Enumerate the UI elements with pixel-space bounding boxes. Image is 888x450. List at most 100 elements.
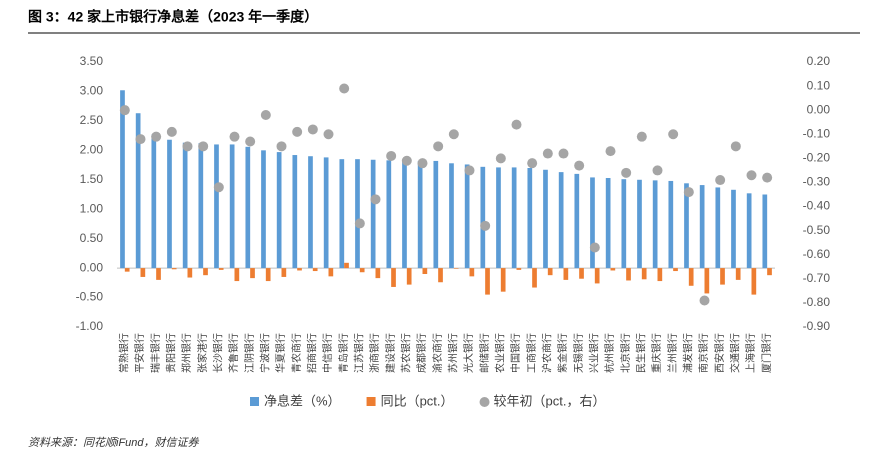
dot [527, 158, 538, 169]
dot [762, 172, 773, 183]
bar [532, 268, 537, 288]
x-tick-label: 常熟银行 [117, 333, 130, 373]
bar [355, 159, 360, 269]
bar [496, 167, 501, 269]
x-tick-label: 成都银行 [415, 333, 428, 373]
bar [140, 268, 146, 277]
bar [610, 268, 616, 271]
bar [453, 268, 459, 269]
legend-label: 同比（pct.） [381, 393, 454, 408]
y2-tick-label: -0.50 [803, 223, 831, 237]
bar [151, 134, 157, 269]
x-tick-label: 中信银行 [321, 333, 334, 373]
x-tick-label: 紫金银行 [556, 333, 569, 373]
dot [636, 131, 647, 142]
bar [265, 268, 271, 282]
bar [762, 194, 768, 269]
bar [135, 113, 141, 269]
y-tick-label: 3.00 [80, 84, 104, 98]
dot [417, 158, 428, 169]
bar [292, 155, 298, 269]
y2-tick-label: -0.20 [803, 151, 831, 165]
x-tick-label: 杭州银行 [603, 333, 616, 373]
y2-tick-label: -0.80 [803, 295, 831, 309]
bar [234, 268, 240, 282]
chart-title: 图 3：42 家上市银行净息差（2023 年一季度） [28, 9, 318, 25]
y-tick-label: 3.50 [80, 54, 104, 68]
dot [292, 126, 303, 137]
x-tick-label: 邮储银行 [478, 333, 491, 373]
y-tick-label: -1.00 [76, 319, 104, 333]
dot [433, 141, 444, 152]
x-tick-label: 兰州银行 [666, 333, 679, 373]
bar [391, 268, 396, 287]
bar [605, 178, 611, 269]
dot [480, 220, 491, 231]
y-tick-label: 0.50 [80, 231, 104, 245]
bar [449, 163, 454, 269]
bar [386, 160, 392, 269]
x-tick-label: 齐鲁银行 [227, 333, 240, 373]
dot [213, 182, 224, 193]
bar [339, 159, 345, 269]
y-tick-label: 1.00 [80, 201, 104, 215]
bar [229, 144, 235, 269]
x-tick-label: 苏州银行 [446, 333, 459, 373]
x-tick-label: 浦发银行 [681, 333, 694, 373]
dot [401, 155, 412, 166]
dot [746, 170, 757, 181]
dot [182, 141, 193, 152]
bar [370, 159, 376, 269]
y-tick-label: 2.50 [80, 113, 104, 127]
bar [480, 166, 486, 269]
bar [657, 268, 663, 282]
x-tick-label: 浙商银行 [368, 333, 381, 373]
bar [637, 179, 642, 269]
x-tick-label: 民生银行 [634, 333, 647, 373]
dot [323, 129, 334, 140]
x-tick-label: 郑州银行 [180, 333, 193, 373]
dot [683, 187, 694, 198]
x-tick-label: 农业银行 [493, 333, 506, 373]
bar [297, 268, 302, 271]
bar [547, 268, 553, 276]
bar [511, 167, 517, 269]
bar [422, 268, 428, 274]
dot [464, 165, 475, 176]
legend-swatch [366, 397, 376, 406]
y2-tick-label: 0.00 [807, 102, 831, 116]
bar [673, 268, 678, 272]
x-tick-label: 青农商行 [290, 333, 303, 373]
dot [245, 136, 256, 147]
y-tick-label: 0.00 [80, 260, 104, 274]
dot [229, 131, 240, 142]
y-tick-label: -0.50 [76, 290, 104, 304]
dot [166, 126, 177, 137]
x-tick-label: 平安银行 [133, 333, 146, 373]
bar [308, 156, 313, 269]
y2-tick-label: -0.70 [803, 271, 831, 285]
bar [626, 268, 631, 281]
bar [417, 160, 423, 269]
bar [715, 187, 721, 269]
dot [119, 105, 130, 116]
legend-label: 净息差（%） [264, 393, 341, 408]
y2-tick-label: -0.90 [803, 319, 831, 333]
bar [579, 268, 584, 279]
bar [684, 183, 689, 269]
bar [276, 152, 282, 269]
bar [594, 268, 600, 284]
x-tick-label: 宁波银行 [258, 333, 271, 373]
y-tick-label: 2.00 [80, 143, 104, 157]
bar [402, 160, 407, 269]
dot [370, 194, 381, 205]
x-tick-label: 瑞丰银行 [149, 333, 162, 373]
dot [621, 167, 632, 178]
x-tick-label: 无锡银行 [572, 333, 585, 373]
x-tick-label: 招商银行 [305, 333, 318, 373]
bar [516, 268, 522, 270]
x-tick-label: 光大银行 [462, 333, 475, 373]
bar [438, 268, 443, 283]
x-tick-label: 西安银行 [713, 333, 726, 373]
dot [589, 242, 600, 253]
